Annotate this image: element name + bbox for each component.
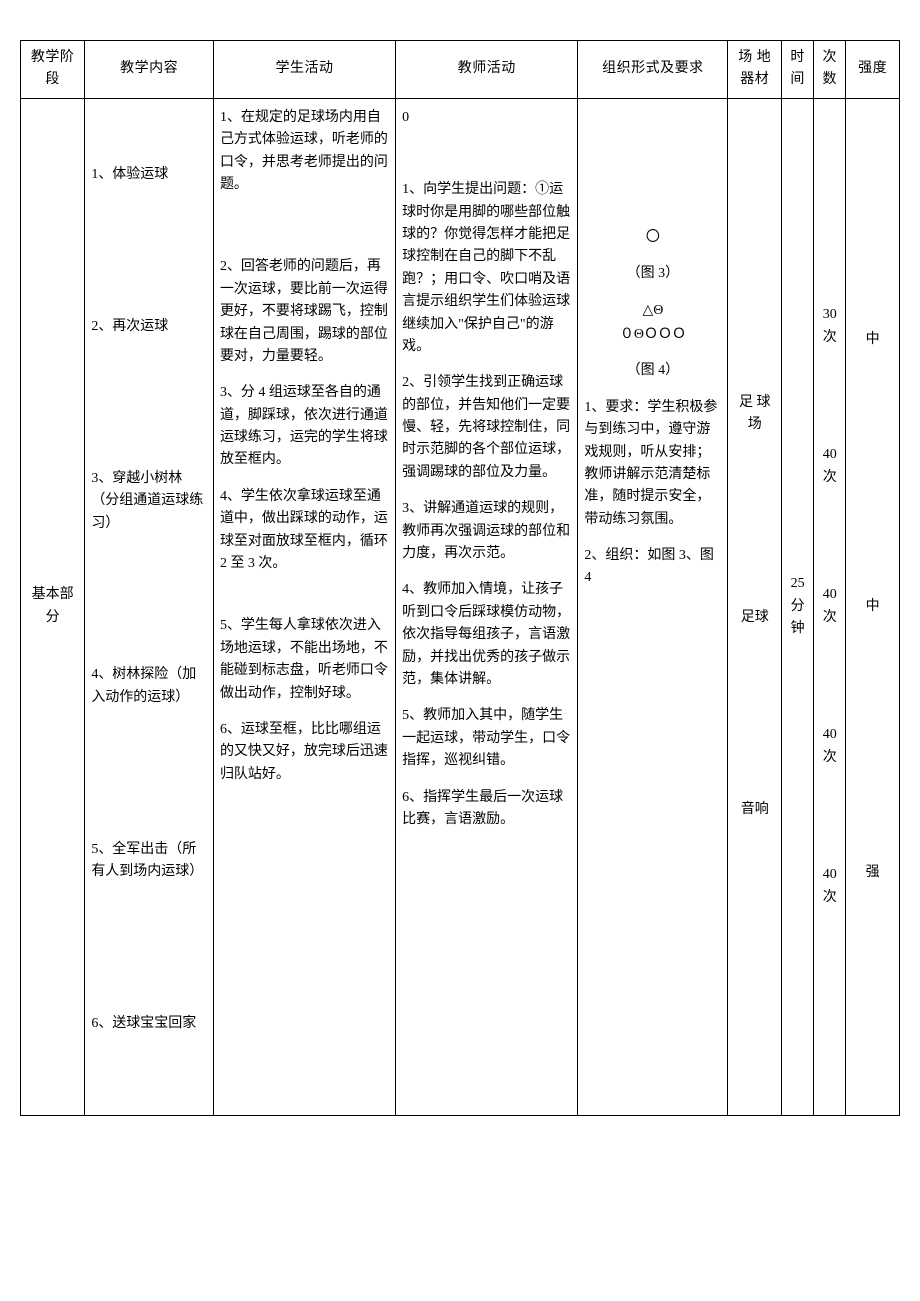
venue-item: 足球 bbox=[732, 607, 777, 629]
student-cell: 1、在规定的足球场内用自己方式体验运球，听老师的口令，并思考老师提出的问题。 2… bbox=[213, 98, 395, 1115]
student-item: 3、分 4 组运球至各自的通道，脚踩球，依次进行通道运球练习，运完的学生将球放至… bbox=[220, 382, 389, 472]
student-item: 1、在规定的足球场内用自己方式体验运球，听老师的口令，并思考老师提出的问题。 bbox=[220, 107, 389, 197]
org-req: 1、要求：学生积极参与到练习中，遵守游戏规则，听从安排；教师讲解示范清楚标准，随… bbox=[584, 397, 721, 531]
count-item: 40次 bbox=[818, 864, 841, 909]
teacher-item: 5、教师加入其中，随学生一起运球，带动学生，口令指挥，巡视纠错。 bbox=[402, 705, 571, 772]
header-row: 教学阶段 教学内容 学生活动 教师活动 组织形式及要求 场 地 器材 时间 次数… bbox=[21, 41, 900, 99]
content-item: 4、树林探险（加入动作的运球） bbox=[91, 664, 207, 709]
count-item: 40次 bbox=[818, 584, 841, 629]
intensity-cell: 中 中 强 bbox=[846, 98, 900, 1115]
teacher-item: 6、指挥学生最后一次运球比赛，言语激励。 bbox=[402, 787, 571, 832]
teacher-item: 1、向学生提出问题：①运球时你是用脚的哪些部位触球的？你觉得怎样才能把足球控制在… bbox=[402, 179, 571, 358]
teacher-item: 3、讲解通道运球的规则，教师再次强调运球的部位和力度，再次示范。 bbox=[402, 498, 571, 565]
student-item: 5、学生每人拿球依次进入场地运球，不能出场地，不能碰到标志盘，听老师口令做出动作… bbox=[220, 615, 389, 705]
header-org: 组织形式及要求 bbox=[578, 41, 728, 99]
org-fig4-label: （图 4） bbox=[584, 360, 721, 382]
time-cell: 25分钟 bbox=[782, 98, 814, 1115]
org-fig3-symbol: 〇 bbox=[584, 227, 721, 249]
intensity-item: 中 bbox=[850, 596, 895, 618]
teacher-item: 4、教师加入情境，让孩子听到口令后踩球模仿动物，依次指导每组孩子，言语激励，并找… bbox=[402, 579, 571, 691]
content-item: 6、送球宝宝回家 bbox=[91, 1013, 207, 1035]
count-item: 30次 bbox=[818, 304, 841, 349]
count-item: 40次 bbox=[818, 724, 841, 769]
org-fig4-symbol: ０ΘＯＯＯ bbox=[584, 324, 721, 346]
content-item: 1、体验运球 bbox=[91, 164, 207, 186]
header-time: 时间 bbox=[782, 41, 814, 99]
teacher-cell: 0 1、向学生提出问题：①运球时你是用脚的哪些部位触球的？你觉得怎样才能把足球控… bbox=[396, 98, 578, 1115]
student-item: 2、回答老师的问题后，再一次运球，要比前一次运得更好，不要将球踢飞，控制球在自己… bbox=[220, 256, 389, 368]
lesson-plan-table: 教学阶段 教学内容 学生活动 教师活动 组织形式及要求 场 地 器材 时间 次数… bbox=[20, 40, 900, 1116]
header-venue: 场 地 器材 bbox=[728, 41, 782, 99]
student-item: 4、学生依次拿球运球至通道中，做出踩球的动作，运球至对面放球至框内，循环 2 至… bbox=[220, 486, 389, 576]
venue-item: 足 球 场 bbox=[732, 392, 777, 437]
org-cell: 〇 （图 3） △Θ ０ΘＯＯＯ （图 4） 1、要求：学生积极参与到练习中，遵… bbox=[578, 98, 728, 1115]
header-student: 学生活动 bbox=[213, 41, 395, 99]
student-item: 6、运球至框，比比哪组运的又快又好，放完球后迅速归队站好。 bbox=[220, 719, 389, 786]
stage-cell: 基本部分 bbox=[21, 98, 85, 1115]
org-req: 2、组织：如图 3、图 4 bbox=[584, 545, 721, 590]
content-item: 2、再次运球 bbox=[91, 316, 207, 338]
header-intensity: 强度 bbox=[846, 41, 900, 99]
teacher-item: 2、引领学生找到正确运球的部位，并告知他们一定要慢、轻，先将球控制住，同时示范脚… bbox=[402, 372, 571, 484]
content-cell: 1、体验运球 2、再次运球 3、穿越小树林（分组通道运球练习） 4、树林探险（加… bbox=[85, 98, 214, 1115]
count-item: 40次 bbox=[818, 444, 841, 489]
teacher-pre: 0 bbox=[402, 107, 571, 129]
content-item: 5、全军出击（所有人到场内运球） bbox=[91, 839, 207, 884]
count-cell: 30次 40次 40次 40次 40次 bbox=[814, 98, 846, 1115]
header-content: 教学内容 bbox=[85, 41, 214, 99]
header-count: 次数 bbox=[814, 41, 846, 99]
header-teacher: 教师活动 bbox=[396, 41, 578, 99]
org-fig3-label: （图 3） bbox=[584, 263, 721, 285]
venue-item: 音响 bbox=[732, 799, 777, 821]
body-row: 基本部分 1、体验运球 2、再次运球 3、穿越小树林（分组通道运球练习） 4、树… bbox=[21, 98, 900, 1115]
venue-cell: 足 球 场 足球 音响 bbox=[728, 98, 782, 1115]
header-stage: 教学阶段 bbox=[21, 41, 85, 99]
intensity-item: 强 bbox=[850, 862, 895, 884]
intensity-item: 中 bbox=[850, 329, 895, 351]
org-fig4-symbol: △Θ bbox=[584, 300, 721, 322]
content-item: 3、穿越小树林（分组通道运球练习） bbox=[91, 468, 207, 535]
